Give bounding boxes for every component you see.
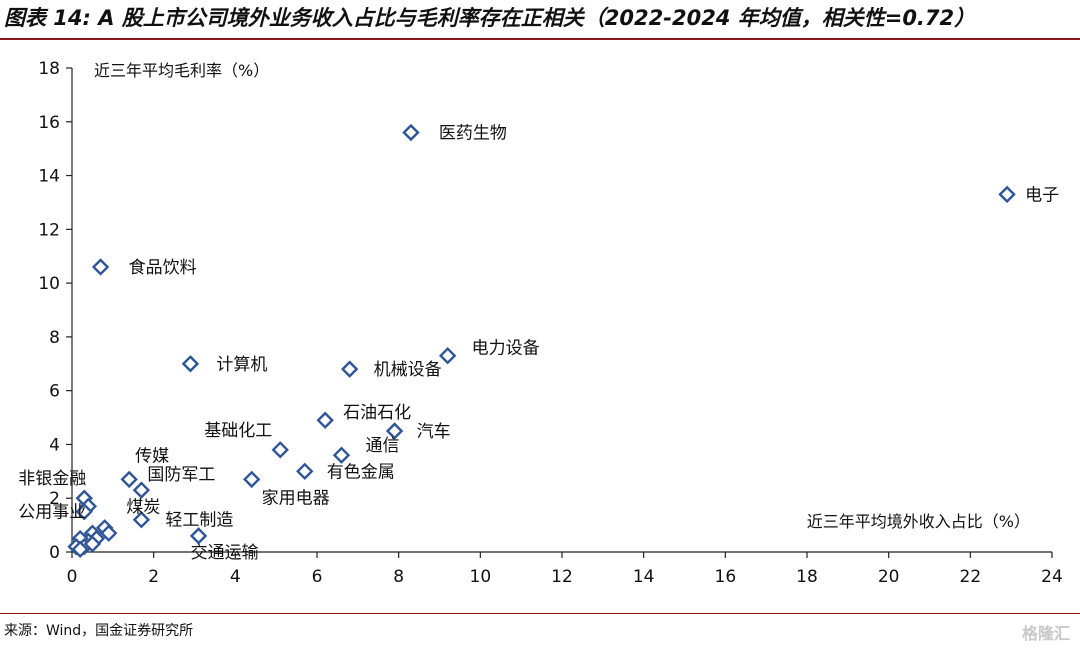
y-tick-label: 6 [49, 382, 60, 402]
point-label: 家用电器 [262, 488, 330, 508]
y-tick-label: 0 [49, 543, 60, 563]
scatter-point [316, 411, 334, 429]
point-label: 煤炭 [126, 497, 160, 517]
watermark-logo: 格隆汇 [1021, 624, 1070, 643]
scatter-point [132, 511, 151, 529]
scatter-point [438, 347, 457, 365]
scatter-point [340, 360, 359, 378]
point-label: 通信 [366, 436, 400, 456]
scatter-point [75, 502, 93, 521]
point-label: 电力设备 [472, 339, 540, 359]
point-label: 国防军工 [147, 465, 215, 485]
y-tick-label: 14 [38, 167, 60, 187]
scatter-point [91, 258, 110, 276]
y-tick-label: 10 [38, 274, 60, 294]
x-tick-label: 18 [796, 567, 818, 587]
scatter-point [402, 123, 420, 142]
x-tick-label: 12 [551, 567, 573, 587]
x-tick-label: 2 [148, 567, 159, 587]
x-tick-label: 10 [470, 567, 492, 587]
x-tick-label: 6 [312, 567, 323, 587]
point-label: 电子 [1025, 185, 1059, 205]
chart-points [67, 123, 1016, 559]
y-tick-label: 8 [49, 328, 60, 348]
x-tick-label: 20 [878, 567, 900, 587]
x-tick-label: 16 [715, 567, 737, 587]
scatter-point [271, 441, 289, 459]
x-axis-label: 近三年平均境外收入占比（%） [807, 512, 1030, 531]
title-rule [0, 38, 1080, 40]
scatter-point [332, 446, 351, 464]
x-tick-label: 22 [960, 567, 982, 587]
scatter-point [189, 527, 208, 545]
point-label: 石油石化 [343, 403, 411, 423]
scatter-point [100, 524, 118, 542]
scatter-point [296, 462, 314, 481]
y-tick-label: 4 [49, 435, 60, 455]
scatter-point [385, 422, 404, 440]
source-note: 来源：Wind，国金证券研究所 [4, 623, 194, 639]
point-label: 公用事业 [18, 503, 86, 523]
point-label: 医药生物 [439, 124, 507, 144]
y-tick-label: 12 [38, 220, 60, 240]
point-label: 食品饮料 [129, 258, 197, 278]
point-label: 汽车 [417, 422, 451, 442]
point-label: 计算机 [216, 355, 267, 375]
source-rule [0, 613, 1080, 614]
scatter-point [242, 470, 261, 489]
scatter-point [132, 481, 151, 499]
point-label: 有色金属 [327, 462, 395, 482]
scatter-point [181, 355, 200, 373]
scatter-point [998, 185, 1016, 204]
x-tick-label: 24 [1041, 567, 1063, 587]
scatter-point [83, 535, 102, 553]
y-tick-label: 16 [38, 113, 60, 133]
point-label: 传媒 [135, 446, 169, 466]
point-label: 非银金融 [18, 469, 86, 489]
scatter-point [71, 540, 89, 559]
x-tick-label: 4 [230, 567, 241, 587]
y-tick-label: 18 [38, 59, 60, 79]
x-tick-label: 14 [633, 567, 655, 587]
point-label: 交通运输 [191, 543, 259, 563]
y-axis-label: 近三年平均毛利率（%） [94, 61, 269, 80]
chart-title: 图表 14: A 股上市公司境外业务收入占比与毛利率存在正相关（2022-202… [4, 6, 976, 30]
scatter-point [120, 470, 138, 489]
x-tick-label: 8 [393, 567, 404, 587]
x-tick-label: 0 [67, 567, 78, 587]
point-label: 基础化工 [204, 421, 272, 441]
y-tick-label: 2 [49, 489, 60, 509]
point-label: 轻工制造 [165, 511, 233, 531]
point-label: 机械设备 [374, 360, 442, 380]
